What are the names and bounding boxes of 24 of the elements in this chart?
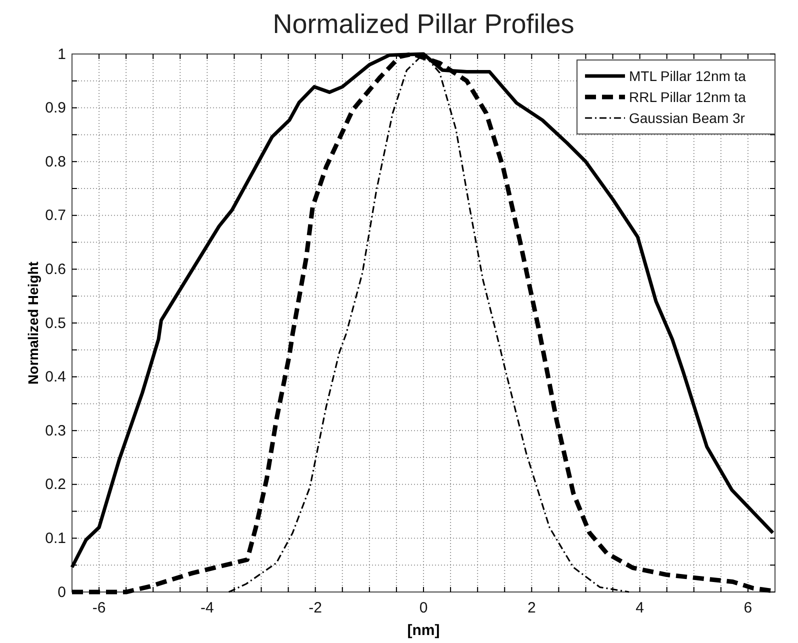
y-tick-label: 0.7 <box>45 207 66 224</box>
y-tick-label: 0.2 <box>45 476 66 494</box>
x-tick-label: -6 <box>92 600 106 617</box>
legend-label: MTL Pillar 12nm ta <box>629 68 746 84</box>
legend-label: RRL Pillar 12nm ta <box>629 89 746 105</box>
y-tick-label: 0.3 <box>45 422 66 440</box>
y-tick-label: 0.1 <box>45 530 66 547</box>
y-tick-label: 1 <box>58 46 66 63</box>
y-axis-title: Normalized Height <box>25 261 41 384</box>
x-tick-label: 4 <box>636 600 644 617</box>
y-tick-label: 0 <box>58 584 66 601</box>
x-axis-title: [nm] <box>407 622 440 639</box>
x-tick-label: 6 <box>744 600 752 617</box>
legend-label: Gaussian Beam 3r <box>629 110 746 126</box>
x-tick-label: -2 <box>308 600 322 617</box>
y-tick-label: 0.5 <box>45 314 66 332</box>
x-tick-label: 0 <box>419 600 428 617</box>
x-tick-label: -4 <box>200 600 214 617</box>
y-tick-label: 0.9 <box>45 100 66 117</box>
x-tick-label: 2 <box>527 600 536 617</box>
y-tick-label: 0.4 <box>45 368 66 386</box>
y-tick-label: 0.6 <box>45 261 66 278</box>
chart-title: Normalized Pillar Profiles <box>272 9 574 39</box>
y-tick-label: 0.8 <box>45 153 66 170</box>
